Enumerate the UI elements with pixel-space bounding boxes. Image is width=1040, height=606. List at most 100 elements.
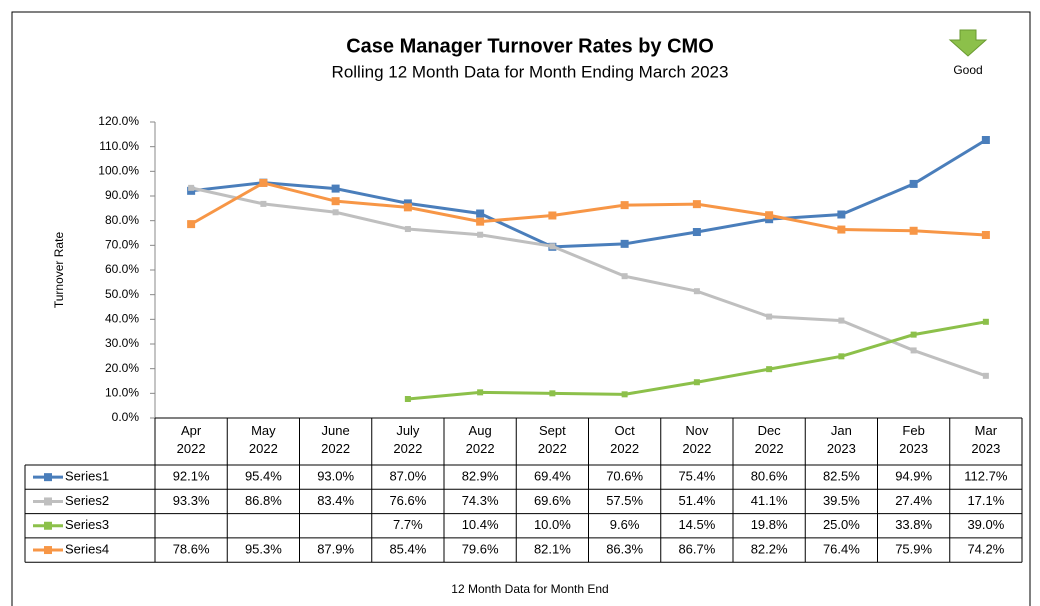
data-label: 74.2% [967, 541, 1004, 556]
data-label: 94.9% [895, 469, 932, 484]
data-label: 95.3% [245, 541, 282, 556]
y-tick-label: 0.0% [112, 410, 140, 424]
marker [910, 347, 917, 354]
data-label: 78.6% [173, 541, 210, 556]
marker [766, 313, 773, 320]
marker [620, 239, 629, 248]
data-label: 93.3% [173, 493, 210, 508]
data-label: 79.6% [462, 541, 499, 556]
marker [549, 243, 556, 250]
marker [692, 228, 701, 237]
marker [910, 331, 917, 338]
marker [981, 136, 990, 145]
marker [621, 273, 628, 280]
data-label: 33.8% [895, 517, 932, 532]
y-tick-label: 50.0% [105, 287, 139, 301]
marker [188, 184, 195, 191]
marker [765, 211, 774, 220]
data-label: 17.1% [967, 493, 1004, 508]
data-label: 76.4% [823, 541, 860, 556]
y-tick-label: 10.0% [105, 386, 139, 400]
y-tick-label: 60.0% [105, 262, 139, 276]
legend-marker [44, 521, 52, 530]
x-tick-label: Feb 2023 [899, 423, 929, 456]
x-tick-label: Sept 2022 [537, 423, 567, 456]
data-label: 27.4% [895, 493, 932, 508]
marker [477, 389, 484, 396]
data-label: 86.3% [606, 541, 643, 556]
chart-subtitle: Rolling 12 Month Data for Month Ending M… [332, 62, 729, 81]
data-label: 39.5% [823, 493, 860, 508]
x-tick-label: Aug 2022 [465, 423, 495, 456]
series-line [407, 320, 987, 401]
marker [693, 288, 700, 295]
marker [693, 379, 700, 386]
marker [621, 391, 628, 398]
x-tick-label: May 2022 [248, 423, 278, 456]
marker [476, 217, 485, 226]
series-line [190, 186, 987, 378]
data-label: 25.0% [823, 517, 860, 532]
marker [332, 209, 339, 216]
data-label: 75.4% [678, 469, 715, 484]
x-tick-label: Nov 2022 [682, 423, 712, 456]
series-line [190, 181, 986, 237]
data-label: 74.3% [462, 493, 499, 508]
data-label: 87.9% [317, 541, 354, 556]
y-tick-label: 80.0% [105, 213, 139, 227]
legend-marker [44, 473, 52, 482]
data-label: 39.0% [967, 517, 1004, 532]
chart-title: Case Manager Turnover Rates by CMO [346, 35, 714, 57]
marker [692, 200, 701, 209]
x-tick-label: Apr 2022 [176, 423, 206, 456]
marker [187, 220, 196, 229]
data-label: 112.7% [964, 469, 1008, 484]
x-tick-label: Mar 2023 [971, 423, 1001, 456]
marker [477, 231, 484, 238]
data-label: 70.6% [606, 469, 643, 484]
marker [620, 201, 629, 210]
y-tick-label: 90.0% [105, 188, 139, 202]
data-label: 41.1% [751, 493, 788, 508]
data-label: 69.6% [534, 493, 571, 508]
data-label: 82.2% [751, 541, 788, 556]
marker [404, 396, 411, 403]
data-label: 86.8% [245, 493, 282, 508]
data-label: 92.1% [173, 469, 210, 484]
marker [909, 226, 918, 235]
data-label: 80.6% [751, 469, 788, 484]
marker [909, 179, 918, 188]
y-tick-label: 120.0% [98, 114, 139, 128]
x-tick-label: Dec 2022 [754, 423, 784, 456]
marker [331, 184, 340, 193]
marker [837, 225, 846, 234]
data-label: 82.9% [462, 469, 499, 484]
data-label: 69.4% [534, 469, 571, 484]
data-label: 10.4% [462, 517, 499, 532]
annotation: Good [953, 63, 982, 77]
x-tick-label: July 2022 [393, 423, 423, 456]
marker [838, 353, 845, 360]
marker [549, 390, 556, 397]
x-tick-label: Jan 2023 [826, 423, 856, 456]
marker [548, 211, 557, 220]
legend-label: Series4 [65, 541, 109, 556]
legend-marker [44, 546, 52, 555]
y-tick-label: 30.0% [105, 336, 139, 350]
data-label: 95.4% [245, 469, 282, 484]
data-label: 10.0% [534, 517, 571, 532]
series-line [190, 138, 987, 249]
legend-label: Series3 [65, 517, 109, 532]
marker [981, 230, 990, 239]
marker [403, 203, 412, 212]
y-axis-label: Turnover Rate [52, 232, 66, 309]
marker [404, 226, 411, 233]
data-label: 93.0% [317, 469, 354, 484]
data-label: 87.0% [389, 469, 426, 484]
y-tick-label: 110.0% [99, 139, 139, 153]
y-tick-label: 20.0% [105, 361, 139, 375]
marker [982, 318, 989, 325]
good-arrow [948, 29, 988, 57]
